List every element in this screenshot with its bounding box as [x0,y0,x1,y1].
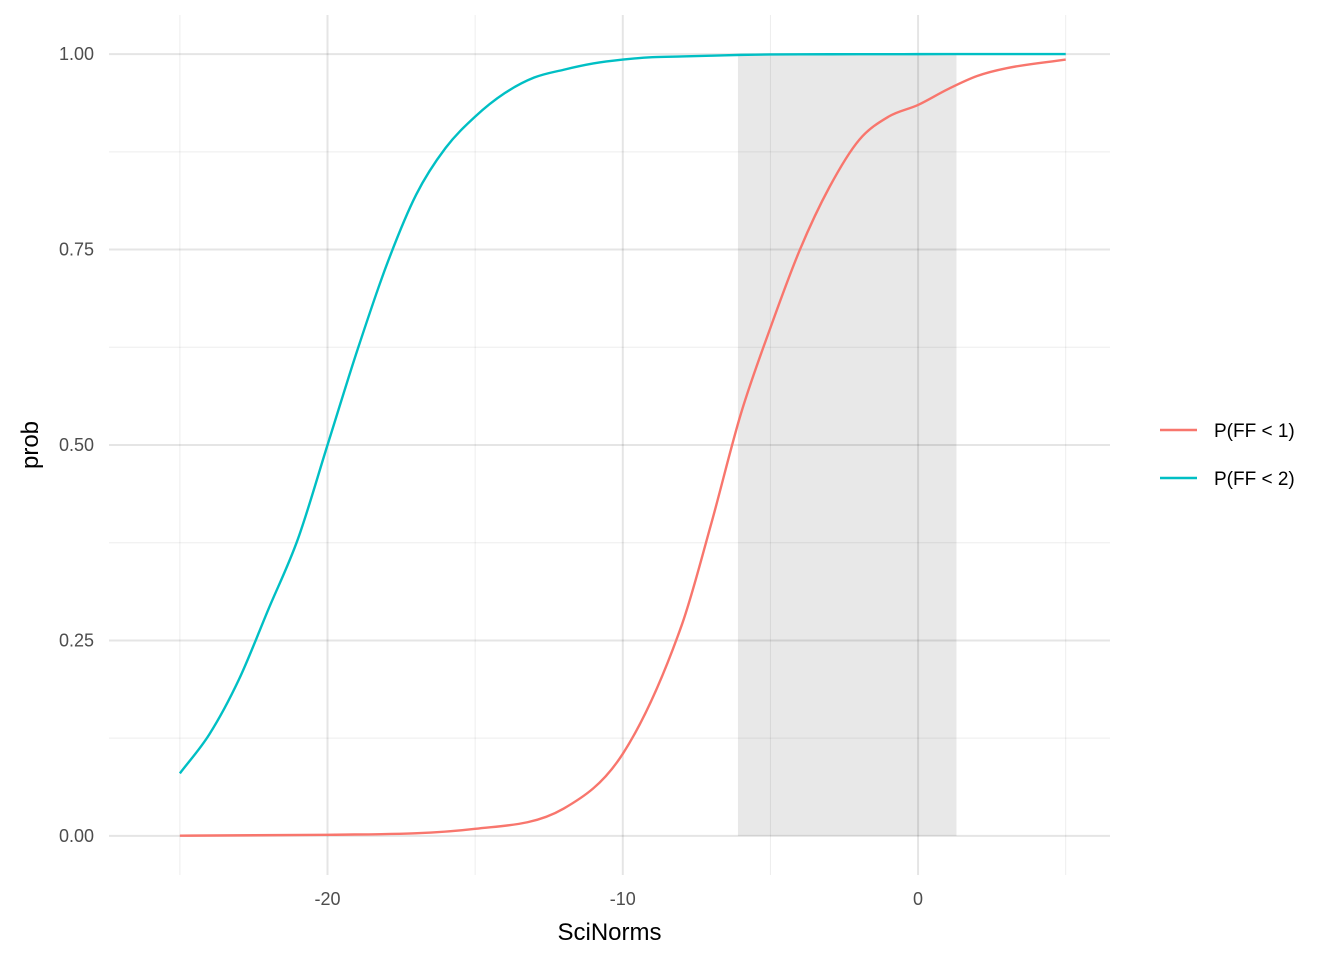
series-layer [178,52,1066,837]
y-axis-title: prob [17,421,44,469]
x-tick-label: -20 [314,889,340,909]
shaded-region [737,54,957,836]
legend: P(FF < 1) P(FF < 2) [1160,421,1295,490]
series-line-2 [178,52,1066,775]
y-tick-label: 0.75 [59,240,94,260]
x-tick-label: -10 [610,889,636,909]
shaded-region-layer [737,54,957,836]
y-tick-label: 0.25 [59,630,94,650]
legend-label-1: P(FF < 1) [1214,421,1295,442]
legend-label-2: P(FF < 2) [1214,469,1295,490]
y-tick-label: 0.00 [59,826,94,846]
series-line-1 [179,58,1066,837]
tick-label-layer: -20 -10 0 0.00 0.25 0.50 0.75 1.00 [59,44,923,909]
y-tick-label: 1.00 [59,44,94,64]
x-tick-label: 0 [913,889,923,909]
grid-layer [109,15,1110,875]
y-tick-label: 0.50 [59,435,94,455]
x-axis-title: SciNorms [557,919,661,946]
